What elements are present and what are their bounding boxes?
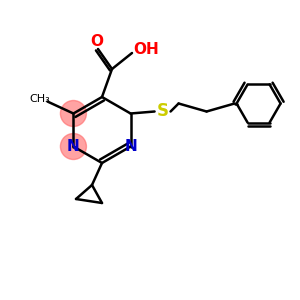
Circle shape bbox=[60, 134, 86, 160]
Text: O: O bbox=[91, 34, 103, 50]
Text: CH₃: CH₃ bbox=[29, 94, 50, 104]
Text: N: N bbox=[124, 139, 137, 154]
Text: N: N bbox=[67, 139, 80, 154]
Text: S: S bbox=[157, 103, 169, 121]
Text: OH: OH bbox=[133, 43, 159, 58]
Circle shape bbox=[60, 100, 86, 127]
